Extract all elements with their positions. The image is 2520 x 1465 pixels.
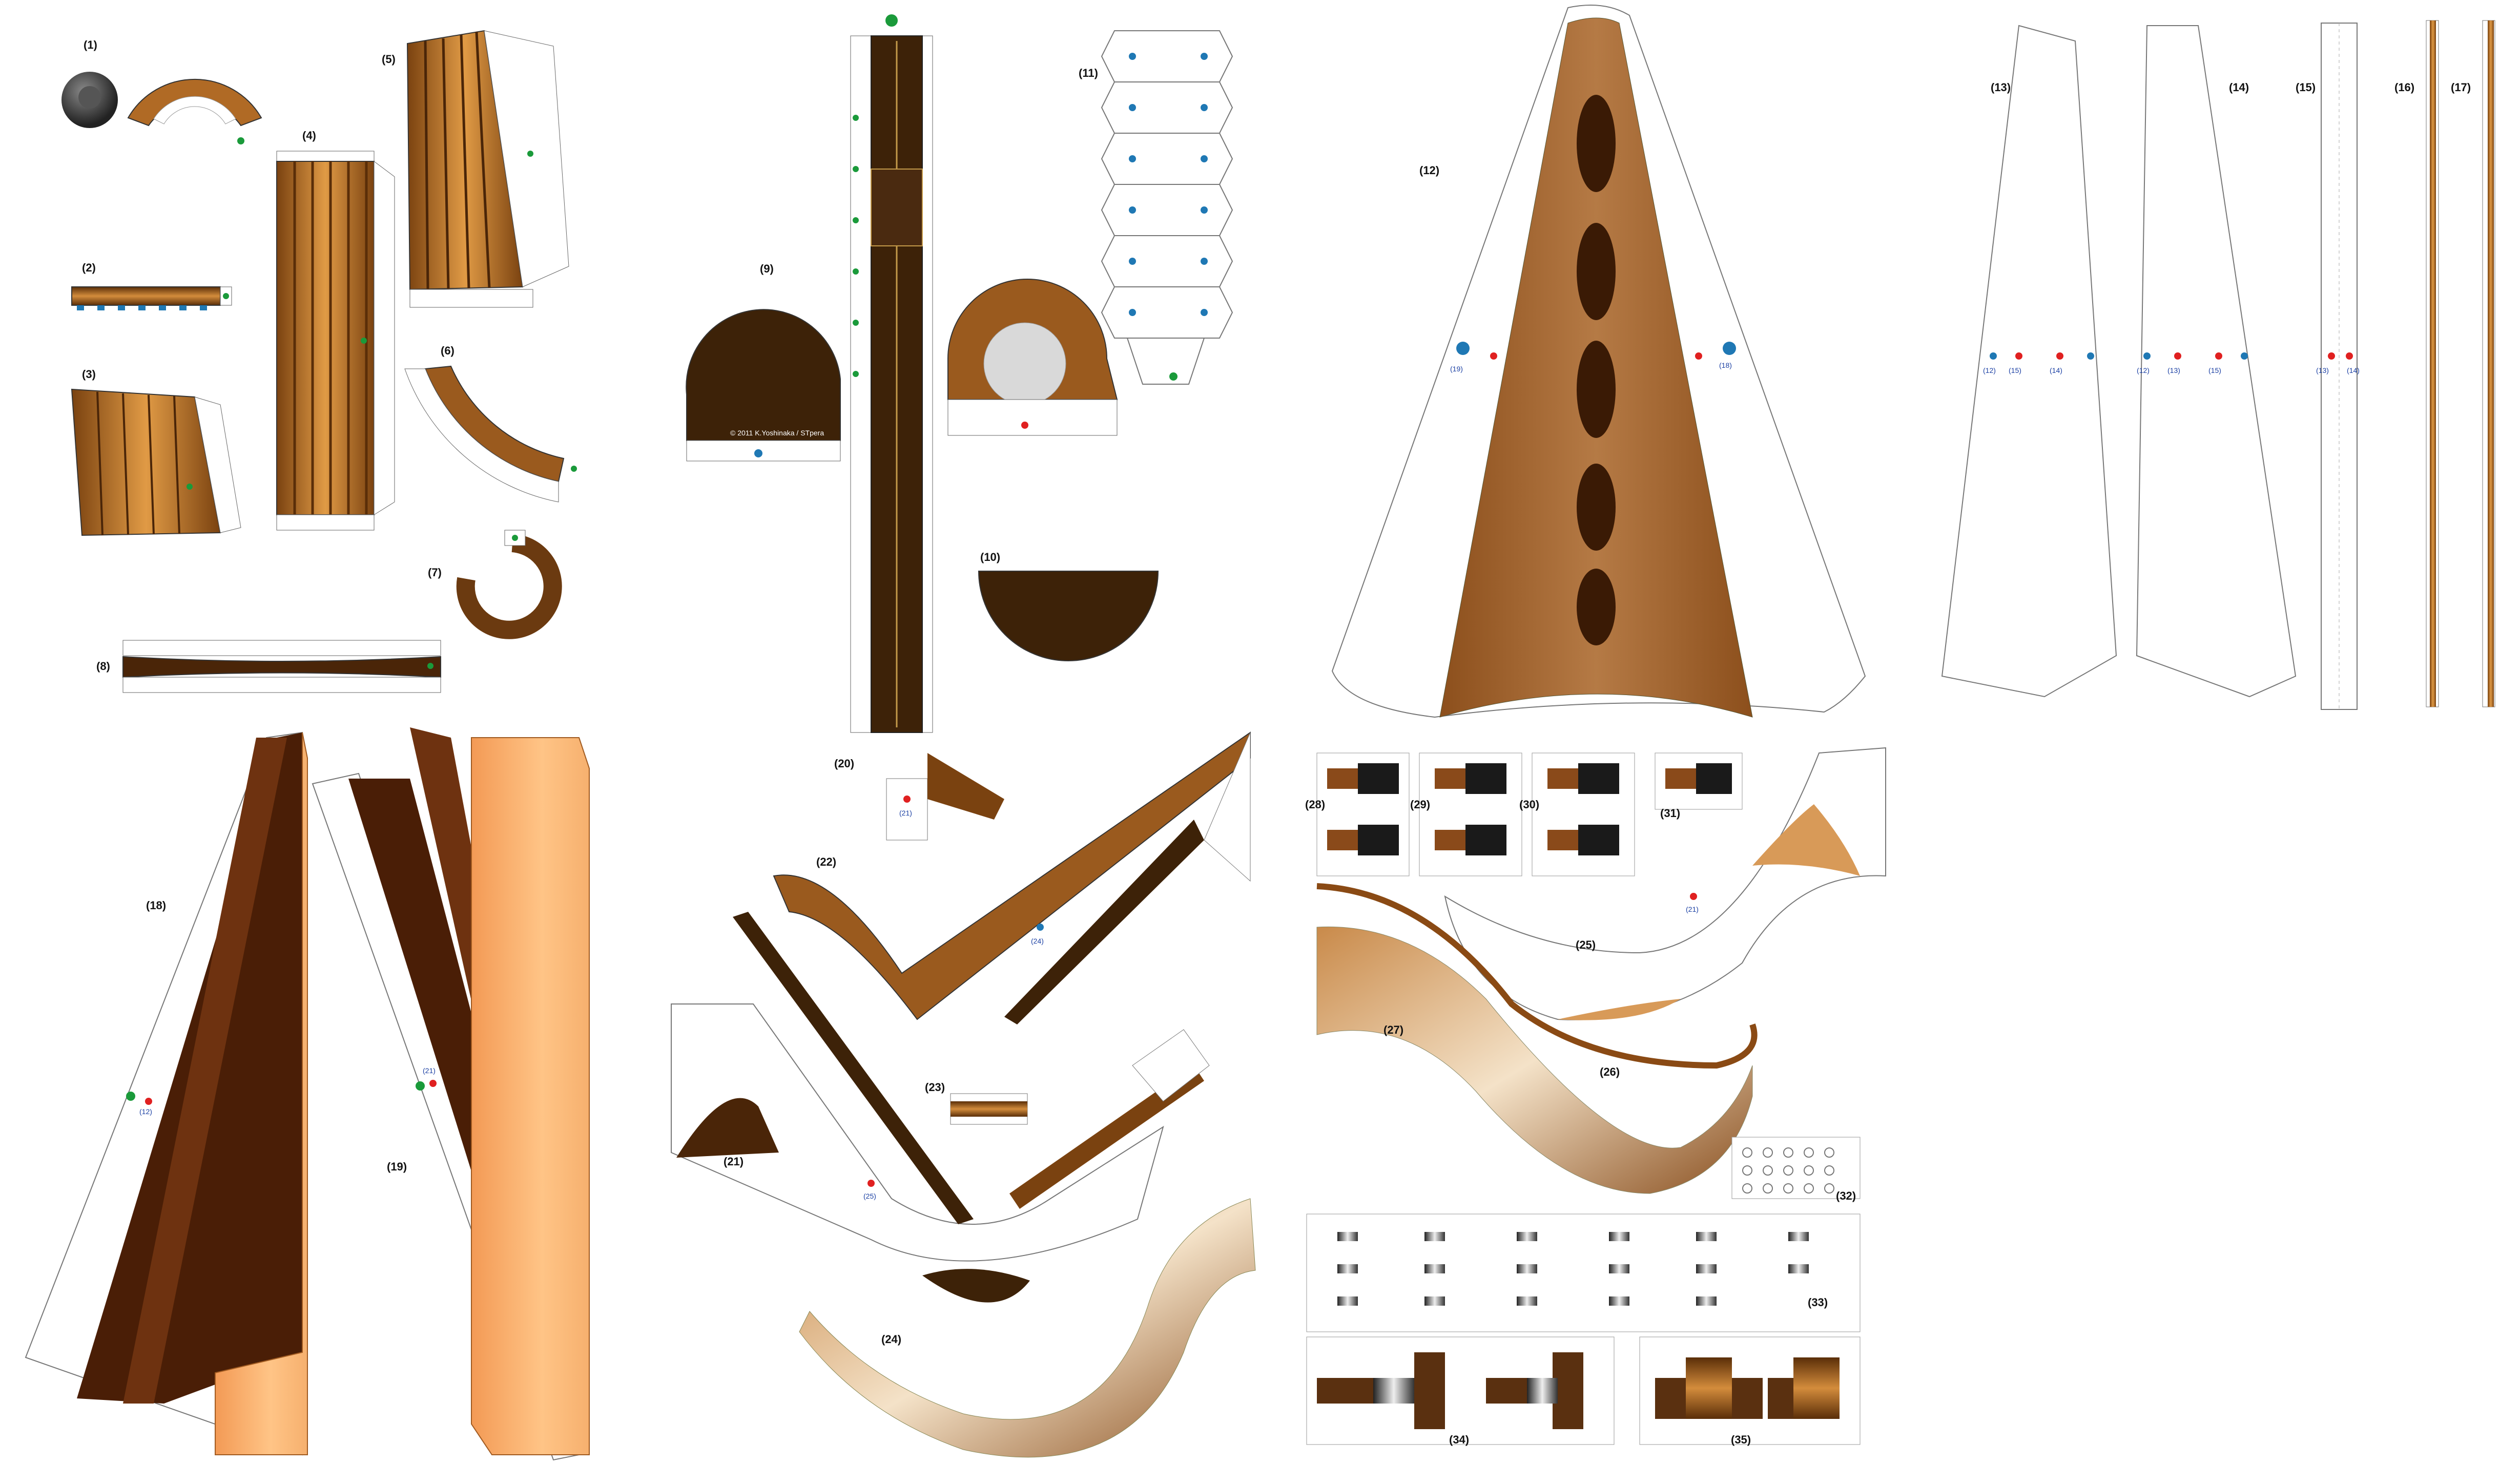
ref-25: (25) [863,1192,876,1200]
part-label-31: (31) [1660,807,1681,820]
part-label-24: (24) [881,1333,902,1346]
ref-15-a: (15) [2009,366,2021,374]
part-label-8: (8) [96,660,110,673]
part-label-1: (1) [84,38,97,51]
part-label-27: (27) [1383,1023,1404,1036]
part-label-3: (3) [82,368,96,381]
part-label-34: (34) [1449,1433,1470,1446]
ref-19-left: (19) [1450,365,1463,373]
part-label-19: (19) [387,1160,407,1173]
part-label-26: (26) [1600,1065,1620,1078]
part-label-5: (5) [382,53,396,66]
ref-18-right: (18) [1719,361,1732,369]
ref-13-a: (13) [2167,366,2180,374]
part-label-35: (35) [1731,1433,1751,1446]
part-label-23: (23) [925,1081,945,1094]
part-label-29: (29) [1410,798,1431,811]
part-label-22: (22) [816,855,837,868]
copyright-text: © 2011 K.Yoshinaka / STpera [730,429,824,437]
part-label-6: (6) [441,344,455,357]
ref-15-b: (15) [2208,366,2221,374]
ref-24: (24) [1031,937,1044,945]
part-label-12: (12) [1419,164,1440,177]
part-label-28: (28) [1305,798,1326,811]
ref-12-c: (12) [139,1107,152,1116]
part-label-14: (14) [2229,81,2249,94]
part-label-33: (33) [1808,1296,1828,1309]
part-label-10: (10) [980,551,1001,563]
part-label-9: (9) [760,262,774,275]
ref-14-b: (14) [2347,366,2360,374]
part-label-13: (13) [1991,81,2011,94]
part-label-21: (21) [724,1155,744,1168]
part-label-25: (25) [1576,938,1596,951]
part-label-15: (15) [2296,81,2316,94]
part-label-20: (20) [834,757,855,770]
part-label-32: (32) [1836,1189,1856,1202]
ref-13-b: (13) [2316,366,2329,374]
ref-21-b: (21) [899,809,912,817]
ref-21-a: (21) [423,1066,436,1075]
part-label-18: (18) [146,899,167,912]
part-label-30: (30) [1519,798,1540,811]
part-label-17: (17) [2451,81,2471,94]
part-label-2: (2) [82,261,96,274]
part-label-16: (16) [2394,81,2415,94]
ref-14-a: (14) [2050,366,2062,374]
ref-12-a: (12) [1983,366,1996,374]
part-label-11: (11) [1079,67,1098,79]
ref-21-c: (21) [1686,905,1699,913]
part-label-7: (7) [428,566,442,579]
part-label-4: (4) [302,129,316,142]
ref-12-b: (12) [2137,366,2150,374]
